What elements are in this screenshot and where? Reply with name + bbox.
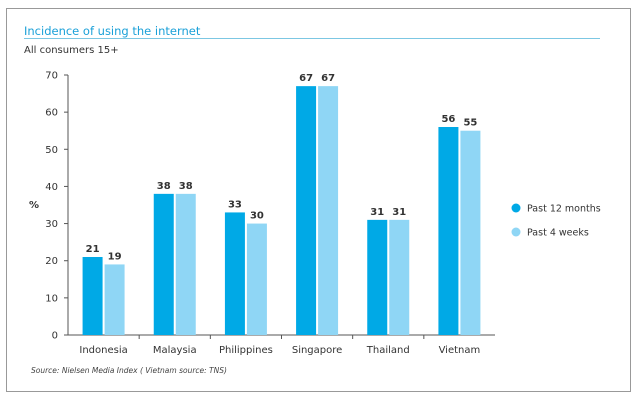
y-tick-label: 30 [45,219,58,230]
x-tick-label: Philippines [219,345,273,356]
x-tick-label: Singapore [292,345,342,356]
bar [460,130,481,335]
bar [438,127,459,335]
bar [175,193,196,335]
bar [318,86,339,336]
data-label: 38 [179,181,193,192]
data-label: 30 [250,211,264,222]
data-label: 31 [392,207,406,218]
legend-marker [511,227,521,237]
bar [296,86,317,336]
y-tick-label: 50 [45,145,58,156]
y-axis-label: % [29,200,39,211]
x-tick-label: Indonesia [79,345,127,356]
data-label: 21 [86,244,100,255]
y-tick-label: 0 [52,331,58,342]
legend-label: Past 12 months [527,204,601,215]
bar [246,223,267,335]
legend-label: Past 4 weeks [527,228,589,239]
data-label: 67 [299,73,313,84]
y-tick-label: 40 [45,182,58,193]
bar [367,219,388,335]
y-tick-label: 10 [45,293,58,304]
bar [82,257,103,335]
bar [224,212,245,335]
data-label: 38 [157,181,171,192]
data-label: 33 [228,199,242,210]
bar [104,264,125,335]
y-tick-label: 60 [45,108,58,119]
source-note: Source: Nielsen Media Index ( Vietnam so… [31,366,227,375]
chart-subtitle: All consumers 15+ [24,45,119,56]
chart-frame [6,8,631,392]
bar [153,193,174,335]
data-label: 55 [463,118,477,129]
chart-title: Incidence of using the internet [24,24,201,38]
y-tick-label: 70 [45,71,58,82]
bar [389,219,410,335]
data-label: 19 [108,251,122,262]
title-divider [24,38,600,39]
legend-marker [511,203,521,213]
y-tick-label: 20 [45,256,58,267]
x-tick-label: Vietnam [439,345,481,356]
data-label: 31 [370,207,384,218]
data-label: 56 [441,114,455,125]
x-tick-label: Thailand [366,345,410,356]
x-tick-label: Malaysia [153,345,197,356]
data-label: 67 [321,73,335,84]
